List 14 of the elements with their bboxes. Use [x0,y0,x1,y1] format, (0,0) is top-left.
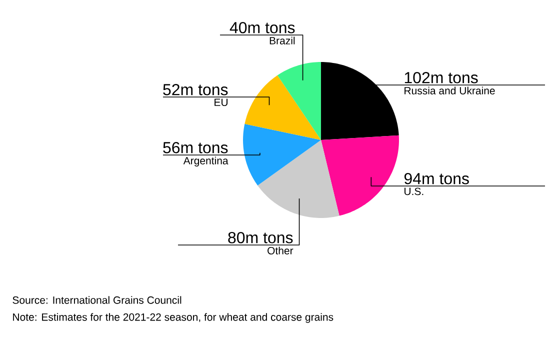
text: Note: Estimates for the 2021-22 season, for wheat and coarse grains [13,313,334,323]
data-label: 102m tons [404,72,478,84]
data-label: 40m tons [230,22,295,34]
slice-label: Argentina [183,156,228,166]
data-label: 56m tons [163,142,228,154]
slice-label: U.S. [404,188,424,196]
slice-label: Other [268,246,294,254]
source-note: Source: International Grains Council [12,296,182,304]
slice-label: Russia and Ukraine [404,86,495,94]
slice-label: Brazil [270,36,295,44]
data-label: 52m tons [163,84,228,96]
slice-label: EU [214,98,228,106]
data-label: 94m tons [404,172,469,184]
data-label: 80m tons [228,232,293,244]
